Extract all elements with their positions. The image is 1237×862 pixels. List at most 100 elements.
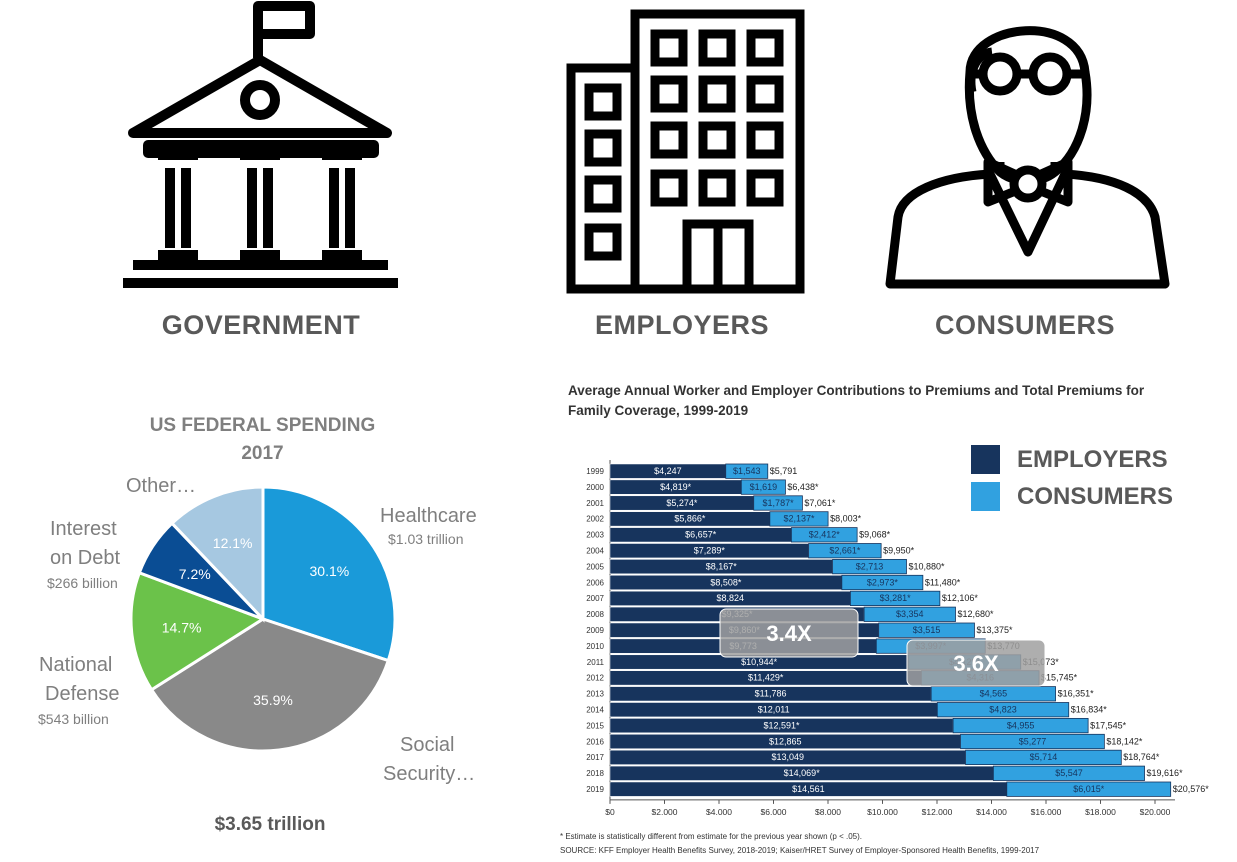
employer-value-label: $7,289* — [694, 546, 726, 556]
worker-bar — [740, 479, 786, 495]
federal-spending-pie-chart: 30.1% 35.9% 14.7% 7.2%12.1% — [129, 487, 397, 753]
worker-bar — [965, 749, 1122, 766]
employers-label: EMPLOYERS — [594, 310, 770, 340]
pie-title-line1: US FEDERAL SPENDING — [149, 415, 376, 436]
worker-value-label: $5,547 — [1055, 768, 1083, 778]
label-healthcare: Healthcare — [380, 505, 477, 527]
year-tick-label: 2005 — [586, 562, 604, 571]
x-tick-label: $8,000 — [815, 807, 841, 815]
worker-value-label: $3,281* — [880, 593, 912, 603]
year-tick-label: 2018 — [586, 769, 604, 778]
footnote-source: SOURCE: KFF Employer Health Benefits Sur… — [560, 846, 1040, 855]
total-premium-label: $15,745* — [1041, 673, 1078, 683]
x-tick-label: $10,000 — [867, 807, 898, 815]
total-premium-label: $9,068* — [859, 530, 891, 540]
office-building-icon — [566, 9, 805, 294]
worker-bar — [725, 463, 769, 479]
worker-bar — [952, 717, 1089, 734]
label-social-security-1: Social — [400, 734, 455, 756]
employer-value-label: $10,944* — [741, 657, 778, 667]
year-tick-label: 2010 — [586, 642, 604, 651]
year-tick-label: 2019 — [586, 785, 604, 794]
x-tick-label: $12,000 — [922, 807, 953, 815]
x-tick-label: $14,000 — [976, 807, 1007, 815]
label-interest-2: on Debt — [50, 547, 121, 569]
legend-swatch-employers — [971, 445, 1000, 474]
legend-swatch-consumers — [971, 482, 1000, 511]
employer-value-label: $5,866* — [674, 514, 706, 524]
total-premium-label: $6,438* — [787, 482, 819, 492]
worker-bar — [1006, 781, 1172, 797]
total-premium-label: $18,142* — [1106, 736, 1143, 746]
pie-slice-value-label: 12.1% — [213, 535, 253, 551]
year-tick-label: 2008 — [586, 610, 604, 619]
worker-value-label: $5,277 — [1019, 736, 1047, 746]
worker-bar — [850, 590, 941, 606]
year-tick-label: 2004 — [586, 547, 604, 556]
total-premium-label: $5,791 — [770, 466, 798, 476]
consumers-label: CONSUMERS — [934, 310, 1115, 340]
label-healthcare-amount: $1.03 trillion — [388, 531, 464, 547]
year-tick-label: 2002 — [586, 515, 604, 524]
pie-slice-national-defense — [129, 570, 267, 692]
employer-value-label: $14,069* — [784, 768, 821, 778]
total-premium-label: $16,351* — [1058, 689, 1095, 699]
worker-bar — [863, 606, 956, 622]
bar-chart-title: Average Annual Worker and Employer Contr… — [568, 381, 1188, 421]
callout-3-4x-box — [719, 608, 859, 658]
worker-bar — [808, 543, 882, 559]
employer-value-label: $8,508* — [710, 577, 742, 587]
x-tick-label: $16,000 — [1031, 807, 1062, 815]
worker-value-label: $3,515 — [913, 625, 941, 635]
callout-3-4x-label: 3.4X — [766, 621, 812, 646]
total-premium-label: $9,950* — [883, 546, 915, 556]
worker-value-label: $4,823 — [989, 705, 1017, 715]
x-tick-label: $18,000 — [1085, 807, 1116, 815]
employer-value-label: $14,561 — [792, 784, 825, 794]
premium-contributions-bar-chart: 1999 $4,247 $1,543 $5,791 2000 $4,819* $1,619 $… — [586, 460, 1209, 815]
worker-bar — [878, 622, 975, 638]
label-defense-2: Defense — [45, 683, 120, 705]
label-defense-1: National — [39, 654, 113, 676]
worker-bar — [753, 495, 803, 511]
employer-value-label: $12,591* — [764, 720, 801, 730]
year-tick-label: 2012 — [586, 674, 604, 683]
total-premium-label: $17,545* — [1090, 720, 1127, 730]
year-tick-label: 2014 — [586, 706, 604, 715]
bar-title-line2: Family Coverage, 1999-2019 — [568, 403, 749, 418]
worker-value-label: $1,787* — [763, 498, 795, 508]
employer-value-label: $12,865 — [769, 736, 802, 746]
total-premium-label: $11,480* — [925, 577, 961, 587]
employer-value-label: $11,429* — [748, 673, 784, 683]
employer-value-label: $11,786 — [755, 689, 787, 699]
worker-bar — [832, 559, 907, 575]
pie-slice-value-label: 30.1% — [310, 563, 350, 579]
government-label: GOVERNMENT — [161, 310, 361, 340]
total-premium-label: $8,003* — [830, 514, 862, 524]
worker-bar — [791, 527, 858, 543]
worker-value-label: $3,354 — [896, 609, 924, 619]
bar-title-line1: Average Annual Worker and Employer Contr… — [568, 383, 1145, 398]
total-premium-label: $16,834* — [1071, 705, 1108, 715]
worker-bar — [960, 733, 1105, 750]
worker-bar — [930, 686, 1056, 702]
employer-value-label: $8,824 — [716, 593, 744, 603]
callout-3-6x-box — [906, 639, 1046, 687]
worker-bar — [936, 702, 1070, 718]
worker-value-label: $4,955 — [1007, 720, 1035, 730]
pie-title: US FEDERAL SPENDING 2017 — [130, 412, 395, 468]
pie-total: $3.65 trillion — [214, 814, 326, 835]
total-premium-label: $18,764* — [1123, 752, 1160, 762]
legend-label-employers: EMPLOYERS — [1017, 445, 1168, 473]
worker-value-label: $2,137* — [783, 514, 815, 524]
worker-bar — [769, 511, 829, 527]
pie-slice-healthcare — [261, 487, 397, 663]
worker-bar — [841, 574, 924, 591]
employer-value-label: $12,011 — [758, 705, 790, 715]
total-premium-label: $12,680* — [958, 609, 995, 619]
consumer-person-icon — [885, 26, 1170, 289]
employer-value-label: $4,247 — [654, 466, 682, 476]
year-tick-label: 2015 — [586, 721, 604, 730]
year-tick-label: 2013 — [586, 690, 604, 699]
worker-value-label: $2,661* — [829, 546, 861, 556]
